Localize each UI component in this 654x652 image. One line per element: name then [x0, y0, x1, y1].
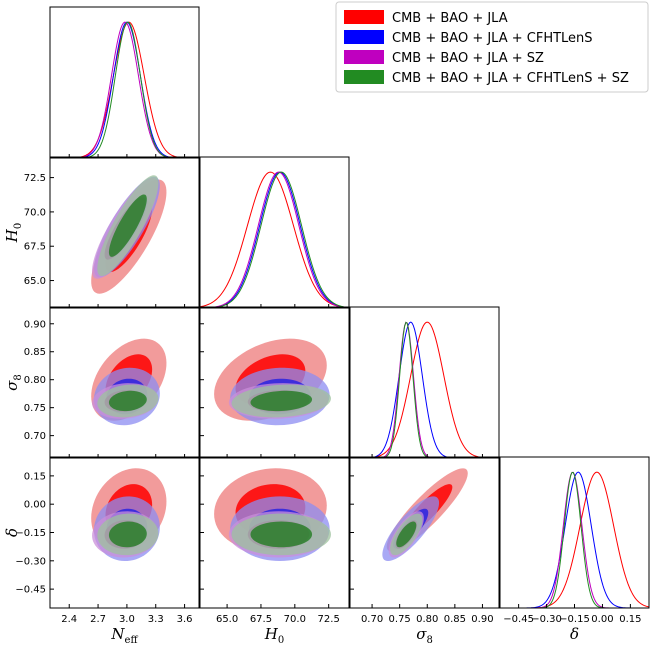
x-axis-label-delta: δ	[570, 625, 579, 643]
x-tick-label-h0: 72.5	[318, 614, 340, 625]
marginal-curve-series-2	[200, 171, 349, 308]
x-tick-label-h0: 70.0	[284, 614, 306, 625]
x-tick-label-delta: 0.15	[619, 614, 641, 625]
x-axis-label-neff: Neff	[110, 625, 138, 646]
x-axis-label-s8: σ8	[416, 625, 433, 646]
x-axis-label-h0: H0	[264, 625, 284, 646]
y-tick-label-s8: 0.75	[24, 403, 46, 414]
marginal-neff	[50, 21, 199, 158]
panel-s8-vs-h0	[214, 338, 331, 426]
x-tick-label-neff: 2.4	[61, 614, 77, 625]
marginal-curve-series-2	[50, 21, 199, 158]
x-tick-label-delta: −0.45	[503, 614, 534, 625]
marginal-curve-series-2	[500, 471, 649, 608]
contour-inner-68-series-4	[250, 521, 313, 548]
y-tick-label-s8: 0.80	[24, 375, 46, 386]
legend-swatch-series-1	[344, 10, 384, 24]
marginal-curve-series-4	[500, 471, 649, 608]
marginal-curve-series-1	[50, 21, 199, 158]
contour-inner-68-series-4	[108, 194, 147, 257]
marginal-delta	[500, 471, 649, 608]
x-tick-label-delta: 0.00	[591, 614, 613, 625]
legend: CMB + BAO + JLA CMB + BAO + JLA + CFHTLen…	[335, 1, 649, 93]
contour-inner-68-series-4	[108, 390, 147, 412]
y-tick-label-delta: −0.15	[15, 528, 46, 539]
marginal-curve-series-2	[350, 321, 499, 458]
y-tick-label-h0: 65.0	[24, 276, 46, 287]
y-tick-label-h0: 67.5	[24, 242, 46, 253]
y-tick-label-delta: −0.45	[15, 585, 46, 596]
marginal-curve-series-4	[350, 321, 499, 458]
panel-frame	[199, 306, 350, 459]
legend-swatch-series-3	[344, 50, 384, 64]
marginal-h0	[200, 171, 349, 308]
x-tick-label-s8: 0.85	[444, 614, 466, 625]
marginal-curve-series-4	[200, 171, 349, 308]
legend-label-series-1: CMB + BAO + JLA	[392, 11, 508, 26]
x-tick-label-delta: −0.30	[531, 614, 562, 625]
panel-frame	[49, 306, 200, 459]
panel-frame	[349, 306, 500, 459]
y-tick-label-s8: 0.70	[24, 431, 46, 442]
panel-frame	[49, 156, 200, 309]
legend-label-series-4: CMB + BAO + JLA + CFHTLenS + SZ	[392, 71, 629, 86]
panel-frame	[49, 6, 200, 159]
panel-delta-vs-neff	[91, 468, 167, 562]
contour-inner-68-series-4	[108, 521, 147, 548]
legend-label-series-3: CMB + BAO + JLA + SZ	[392, 51, 544, 66]
y-axis-label-s8: σ8	[3, 374, 24, 391]
x-tick-label-delta: −0.15	[559, 614, 590, 625]
panel-delta-vs-s8	[382, 468, 468, 562]
legend-swatch-series-2	[344, 30, 384, 44]
marginal-curve-series-3	[500, 471, 649, 608]
y-tick-label-h0: 70.0	[24, 207, 46, 218]
y-axis-label-h0: H0	[3, 223, 24, 243]
y-tick-label-h0: 72.5	[24, 173, 46, 184]
marginal-s8	[350, 321, 499, 458]
marginal-curve-series-3	[50, 21, 199, 158]
x-tick-label-h0: 65.0	[216, 614, 238, 625]
y-tick-label-delta: 0.15	[24, 471, 46, 482]
y-axis-label-delta: δ	[3, 528, 21, 537]
legend-label-series-2: CMB + BAO + JLA + CFHTLenS	[392, 31, 593, 46]
x-tick-label-neff: 3.3	[148, 614, 164, 625]
x-tick-label-neff: 3.0	[119, 614, 135, 625]
panel-h0-vs-neff	[91, 175, 167, 294]
marginal-curve-series-4	[50, 21, 199, 158]
x-tick-label-s8: 0.75	[389, 614, 411, 625]
x-tick-label-s8: 0.90	[471, 614, 493, 625]
x-tick-label-s8: 0.70	[361, 614, 383, 625]
y-tick-label-s8: 0.90	[24, 319, 46, 330]
x-tick-label-neff: 3.6	[177, 614, 193, 625]
x-tick-label-neff: 2.7	[90, 614, 106, 625]
marginal-curve-series-1	[200, 171, 349, 308]
contour-inner-68-series-4	[250, 390, 313, 412]
y-tick-label-s8: 0.85	[24, 347, 46, 358]
legend-swatch-series-4	[344, 70, 384, 84]
marginal-curve-series-3	[200, 171, 349, 308]
contour-inner-68-series-4	[396, 521, 417, 548]
y-tick-label-delta: −0.30	[15, 556, 46, 567]
y-tick-label-delta: 0.00	[24, 500, 46, 511]
panel-frame	[499, 456, 650, 609]
x-tick-label-s8: 0.80	[416, 614, 438, 625]
x-tick-label-h0: 67.5	[250, 614, 272, 625]
panel-frame	[199, 156, 350, 309]
marginal-curve-series-1	[500, 471, 649, 608]
panel-delta-vs-h0	[214, 468, 331, 562]
panel-s8-vs-neff	[91, 338, 167, 426]
